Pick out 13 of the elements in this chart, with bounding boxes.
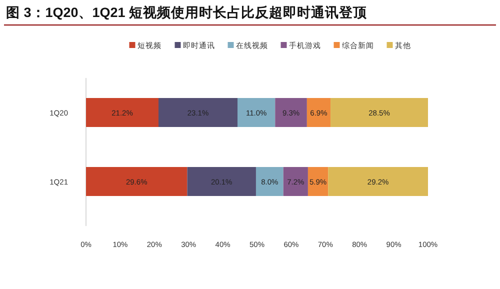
bar bbox=[238, 98, 276, 127]
bar bbox=[308, 167, 328, 196]
bar bbox=[256, 167, 284, 196]
bar bbox=[86, 167, 188, 196]
bar bbox=[306, 98, 331, 127]
bar bbox=[86, 98, 159, 127]
bar bbox=[328, 167, 428, 196]
title: 图 3：1Q20、1Q21 短视频使用时长占比反超即时通讯登顶 bbox=[6, 5, 368, 20]
bar bbox=[283, 167, 308, 196]
bar bbox=[158, 98, 238, 127]
bar bbox=[275, 98, 307, 127]
bar bbox=[330, 98, 428, 127]
bar bbox=[187, 167, 256, 196]
